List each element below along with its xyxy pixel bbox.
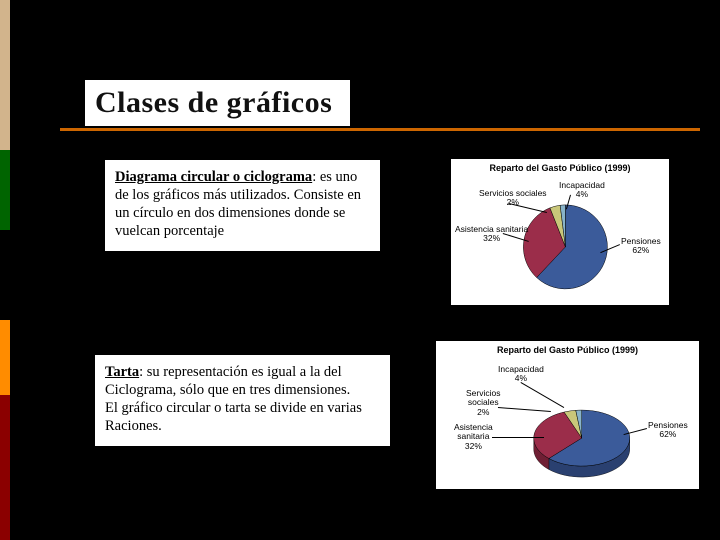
title-underline [60, 128, 700, 131]
chart-label: Incapacidad4% [559, 181, 605, 200]
chart1-area: Servicios sociales2%Incapacidad4%Asisten… [451, 173, 669, 303]
chart2-title: Reparto del Gasto Público (1999) [436, 341, 699, 355]
definition-tarta: Tarta: su representación es igual a la d… [95, 355, 390, 446]
chart-label: Asistenciasanitaria32% [454, 423, 493, 451]
text-tarta: : su representación es igual a la del Ci… [105, 364, 362, 434]
definition-ciclograma: Diagrama circular o ciclograma: es uno d… [105, 160, 380, 251]
page-title: Clases de gráficos [95, 86, 332, 120]
chart-label: Serviciossociales2% [466, 389, 500, 417]
chart-label: Asistencia sanitaria32% [455, 225, 528, 244]
chart-label: Pensiones62% [648, 421, 688, 440]
chart-label: Pensiones62% [621, 237, 661, 256]
term-ciclograma: Diagrama circular o ciclograma [115, 169, 312, 185]
term-tarta: Tarta [105, 364, 139, 380]
sidebar-stripes [0, 0, 10, 540]
pie-chart-3d: Reparto del Gasto Público (1999) Incapac… [435, 340, 700, 490]
chart-label: Incapacidad4% [498, 365, 544, 384]
chart2-area: Incapacidad4% Serviciossociales2% Asistenc… [436, 355, 699, 487]
pie-chart-2d: Reparto del Gasto Público (1999) Servici… [450, 158, 670, 306]
chart1-title: Reparto del Gasto Público (1999) [451, 159, 669, 173]
title-box: Clases de gráficos [85, 80, 350, 126]
